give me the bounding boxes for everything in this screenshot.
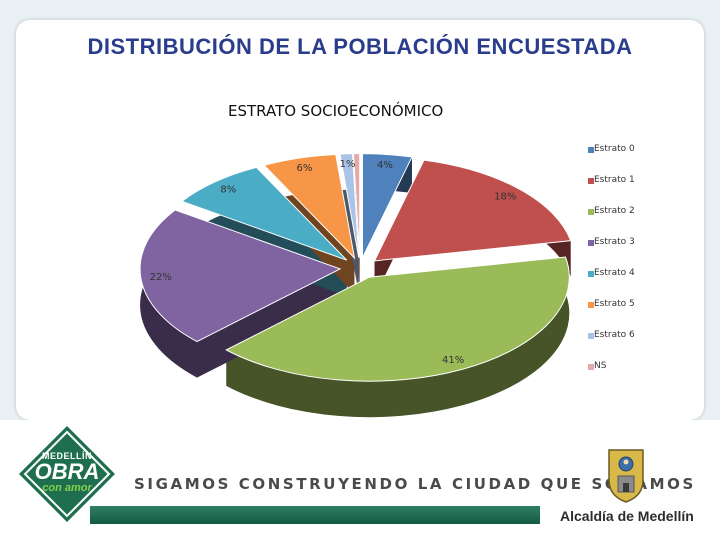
- legend-item-estrato-5: Estrato 5: [588, 299, 698, 330]
- pie-slice-estrato-5: [263, 153, 356, 260]
- legend-label: Estrato 3: [594, 237, 635, 247]
- legend-swatch: [588, 364, 594, 370]
- pie-slice-estrato-3: [139, 209, 342, 343]
- data-label-estrato-6: 1%: [340, 159, 356, 170]
- pie-slice-estrato-6: [339, 153, 360, 258]
- data-label-estrato-2: 41%: [442, 355, 464, 366]
- pie-slice-ns: [352, 153, 361, 258]
- legend-swatch: [588, 302, 594, 308]
- data-label-estrato-1: 18%: [494, 191, 516, 202]
- legend-item-estrato-6: Estrato 6: [588, 330, 698, 361]
- alcaldia-label: Alcaldía de Medellín: [560, 508, 694, 524]
- legend-label: Estrato 0: [594, 144, 635, 154]
- data-label-estrato-4: 8%: [220, 185, 236, 196]
- legend-label: Estrato 1: [594, 175, 635, 185]
- legend-label: Estrato 5: [594, 299, 635, 309]
- legend-item-estrato-0: Estrato 0: [588, 144, 698, 175]
- legend-label: Estrato 4: [594, 268, 635, 278]
- legend-swatch: [588, 147, 594, 153]
- legend-swatch: [588, 209, 594, 215]
- pie-chart: 4% 18% 41% 22% 8% 6% 1%: [139, 153, 572, 418]
- data-label-estrato-0: 4%: [377, 160, 393, 171]
- logo-line-1: MEDELLÍN: [42, 451, 92, 461]
- chart-legend: Estrato 0 Estrato 1 Estrato 2 Estrato 3 Estr…: [588, 144, 698, 392]
- logo-line-2: OBRA: [34, 459, 100, 484]
- legend-swatch: [588, 240, 594, 246]
- pie-slice-estrato-1: [373, 159, 572, 262]
- legend-swatch: [588, 178, 594, 184]
- legend-item-ns: NS: [588, 361, 698, 392]
- legend-swatch: [588, 271, 594, 277]
- slogan: SIGAMOS CONSTRUYENDO LA CIUDAD QUE SOÑAM…: [134, 475, 696, 493]
- footer-green-strip: [90, 506, 540, 524]
- legend-item-estrato-4: Estrato 4: [588, 268, 698, 299]
- logo-line-3: con amor: [42, 482, 92, 494]
- page-title: DISTRIBUCIÓN DE LA POBLACIÓN ENCUESTADA: [87, 34, 633, 59]
- medellin-logo: [19, 426, 115, 522]
- legend-item-estrato-3: Estrato 3: [588, 237, 698, 268]
- legend-item-estrato-1: Estrato 1: [588, 175, 698, 206]
- pie-slice-side-estrato-6: [340, 153, 359, 294]
- legend-label: NS: [594, 361, 607, 371]
- legend-item-estrato-2: Estrato 2: [588, 206, 698, 237]
- coat-of-arms-icon: [608, 449, 644, 503]
- legend-label: Estrato 2: [594, 206, 635, 216]
- pie-slice-estrato-0: [361, 153, 413, 258]
- medellin-logo-text: MEDELLÍN OBRA con amor: [22, 452, 112, 494]
- legend-swatch: [588, 333, 594, 339]
- pie-slice-estrato-4: [180, 166, 348, 261]
- data-label-estrato-5: 6%: [297, 163, 313, 174]
- data-label-estrato-3: 22%: [150, 272, 172, 283]
- pie-slice-estrato-2: [225, 256, 570, 382]
- chart-title: ESTRATO SOCIOECONÓMICO: [228, 102, 444, 120]
- legend-label: Estrato 6: [594, 330, 635, 340]
